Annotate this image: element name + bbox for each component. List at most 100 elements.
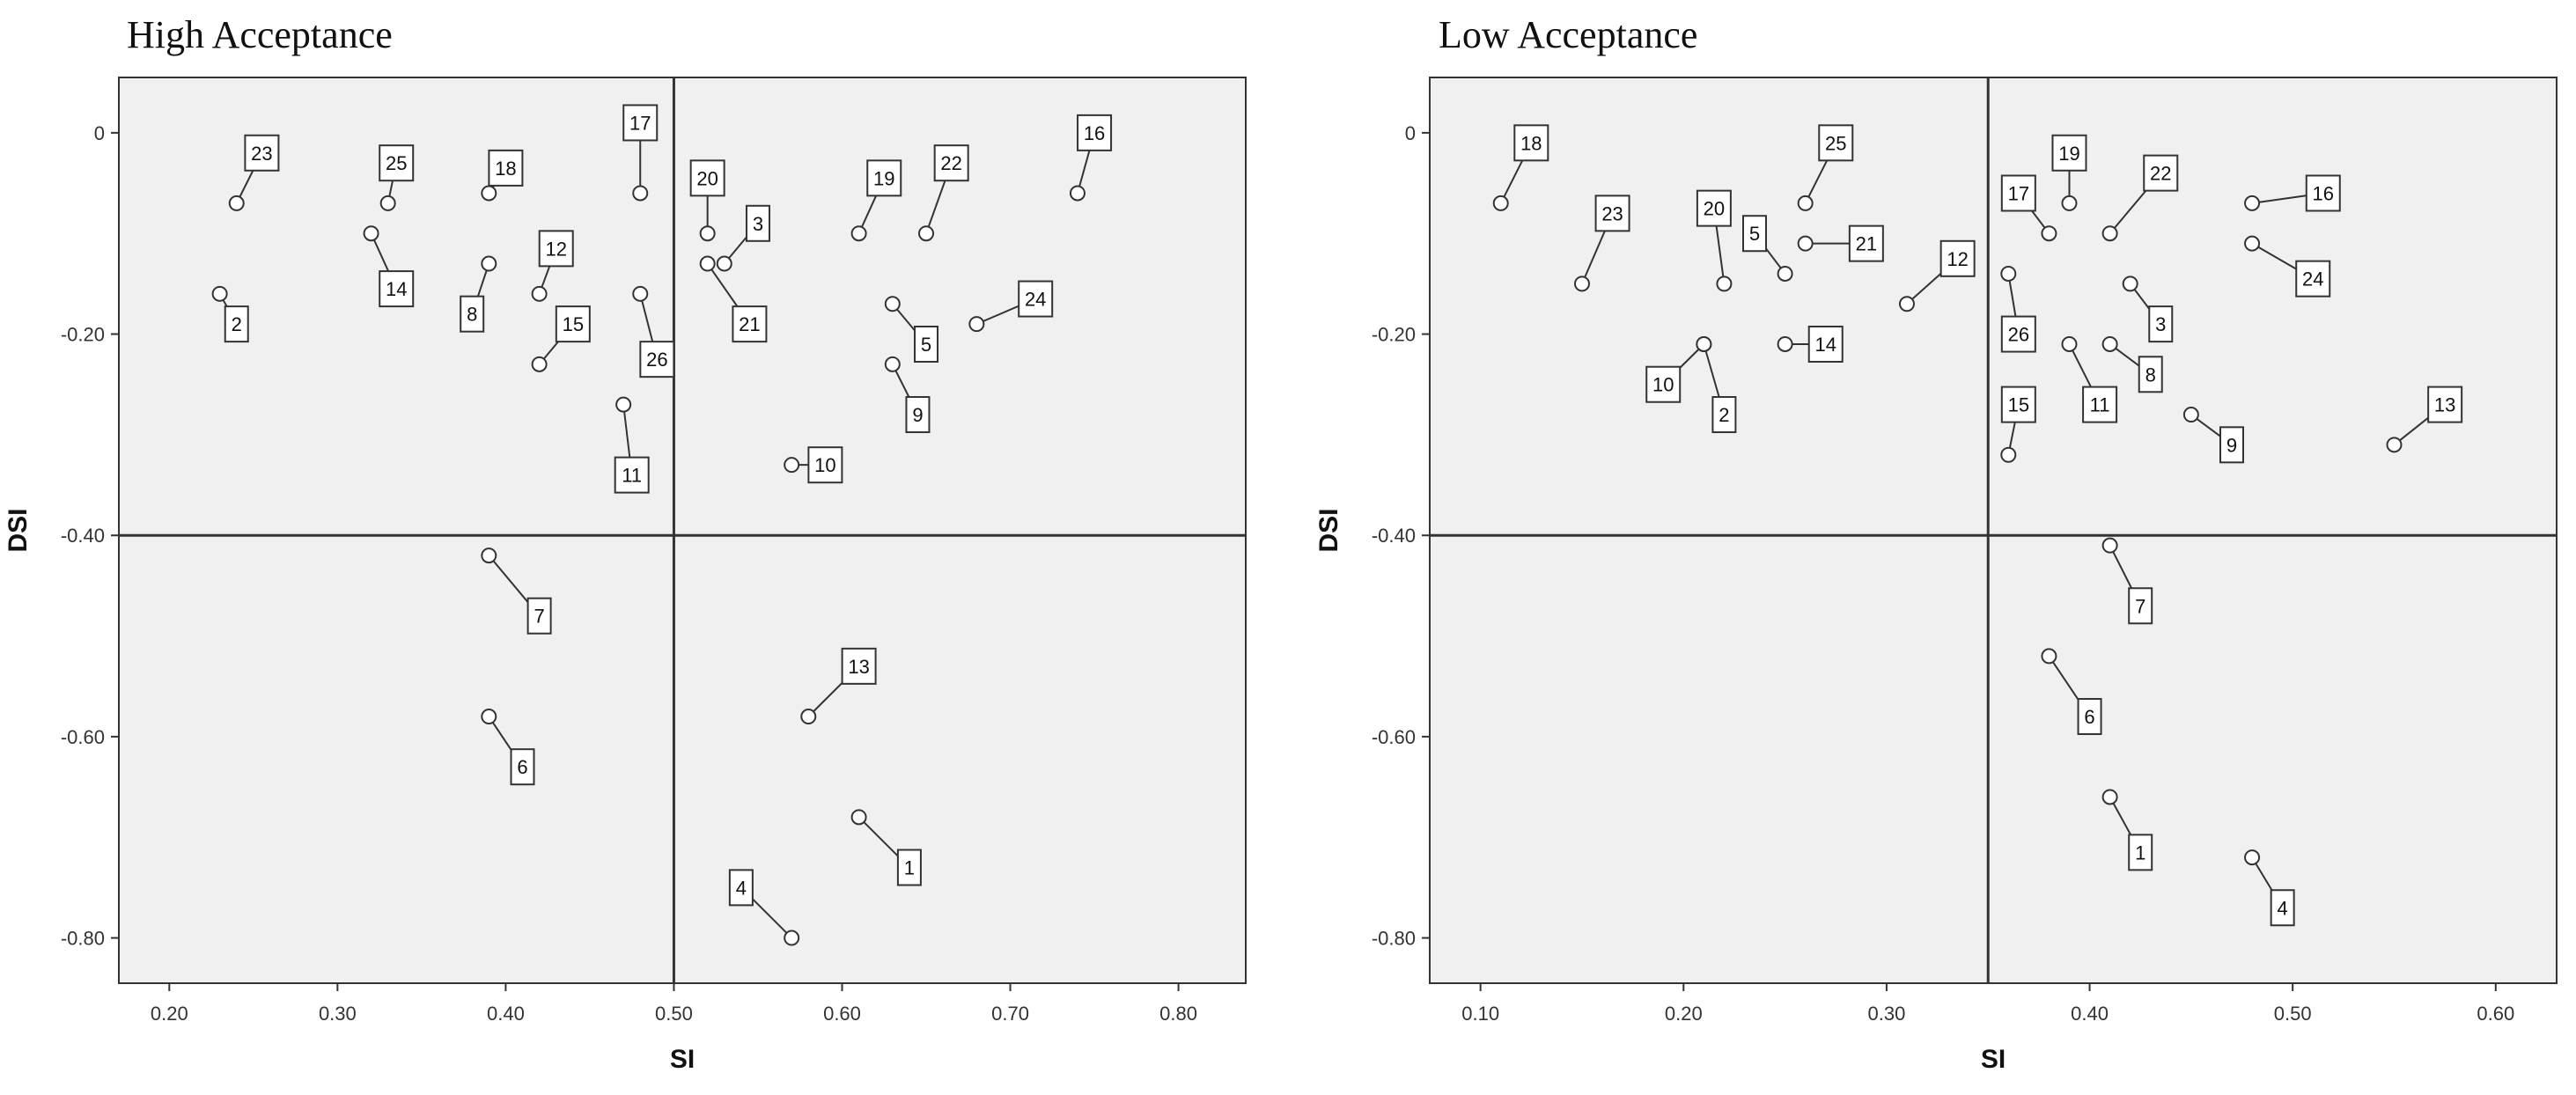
data-point-3: 3 [2122,276,2174,343]
point-marker [784,457,800,474]
point-label-box [689,159,725,197]
point-marker [632,185,649,202]
data-point-23: 23 [1573,195,1630,292]
point-label-box [2219,426,2244,464]
data-point-6: 6 [481,709,535,786]
data-point-25: 25 [1797,124,1854,211]
point-marker [2122,276,2138,292]
point-label-box [622,104,659,142]
data-point-20: 20 [689,159,725,242]
data-point-4: 4 [728,869,800,946]
point-label: 8 [467,304,477,326]
point-label-box [905,396,931,434]
data-point-13: 13 [800,647,877,725]
point-marker [2101,537,2118,554]
data-point-2: 2 [211,285,249,343]
point-label: 11 [2090,394,2110,416]
x-axis-title: SI [670,1045,695,1074]
point-label-box [866,159,902,197]
point-marker [2101,335,2118,352]
point-label: 7 [534,606,544,628]
y-tick-label: -0.60 [1372,726,1416,748]
point-marker [379,195,396,211]
point-label-box [2082,386,2118,423]
point-marker [1797,195,1814,211]
point-label: 21 [1856,233,1877,255]
point-marker [531,285,548,302]
point-label: 12 [545,238,566,260]
y-tick-label: -0.40 [1372,525,1416,547]
point-marker [481,709,497,725]
data-point-5: 5 [884,296,939,363]
point-marker [2061,195,2078,211]
point-label-box [1077,114,1113,151]
point-label-box [1018,280,1054,318]
point-marker [1573,276,1590,292]
point-marker [699,255,716,272]
data-point-10: 10 [784,446,843,484]
point-label: 8 [2145,364,2156,386]
data-point-12: 12 [1898,239,1976,312]
point-label: 17 [2008,182,2029,204]
point-label: 10 [814,454,835,476]
point-marker [2101,789,2118,805]
point-label-box [510,748,535,786]
point-label: 22 [2150,163,2171,185]
data-point-1: 1 [2101,789,2153,871]
data-point-9: 9 [2182,407,2244,464]
data-point-6: 6 [2041,648,2102,736]
data-point-22: 22 [918,144,969,242]
point-label: 11 [622,465,642,487]
x-tick-label: 0.60 [2477,1003,2514,1025]
point-label-box [526,597,552,635]
point-label-box [2000,315,2036,353]
point-label-box [1696,189,1732,227]
data-point-5: 5 [1742,215,1793,282]
data-point-18: 18 [481,149,524,202]
y-axis-title: DSI [1314,508,1343,552]
x-tick-label: 0.80 [1159,1003,1197,1025]
data-point-18: 18 [1492,124,1549,211]
data-point-1: 1 [850,809,922,886]
x-tick-label: 0.20 [151,1003,188,1025]
point-label: 18 [495,158,516,180]
point-label-box [2000,174,2036,212]
point-marker [481,548,497,564]
point-label-box [1807,325,1844,363]
point-marker [2000,265,2017,282]
point-marker [2041,225,2057,242]
point-marker [481,255,497,272]
point-marker [2244,849,2261,866]
data-point-14: 14 [1777,325,1844,363]
data-point-15: 15 [2000,386,2036,463]
point-label-box [914,325,939,363]
y-tick-label: -0.20 [1372,324,1416,346]
point-label-box [728,869,754,907]
x-tick-label: 0.40 [487,1003,525,1025]
point-marker [1797,235,1814,252]
point-marker [211,285,228,302]
x-axis-title: SI [1981,1045,2006,1074]
point-label-box [2305,174,2341,212]
point-marker [531,356,548,372]
point-label-box [2128,834,2153,871]
point-label: 4 [2278,897,2288,919]
y-axis-title: DSI [4,508,33,552]
point-label: 14 [386,278,407,300]
y-tick-label: -0.40 [61,525,105,547]
data-point-8: 8 [2101,335,2163,393]
point-marker [2244,195,2261,211]
x-tick-label: 0.30 [1868,1003,1906,1025]
point-label: 26 [2008,324,2029,346]
point-label-box [896,849,922,886]
point-label-box [2427,386,2463,423]
data-point-24: 24 [2244,235,2331,298]
point-label: 6 [2084,706,2094,728]
point-label: 18 [1520,132,1542,154]
point-label: 24 [1025,289,1046,311]
x-tick-label: 0.50 [655,1003,693,1025]
point-label: 4 [736,877,747,899]
point-label-box [639,341,675,378]
